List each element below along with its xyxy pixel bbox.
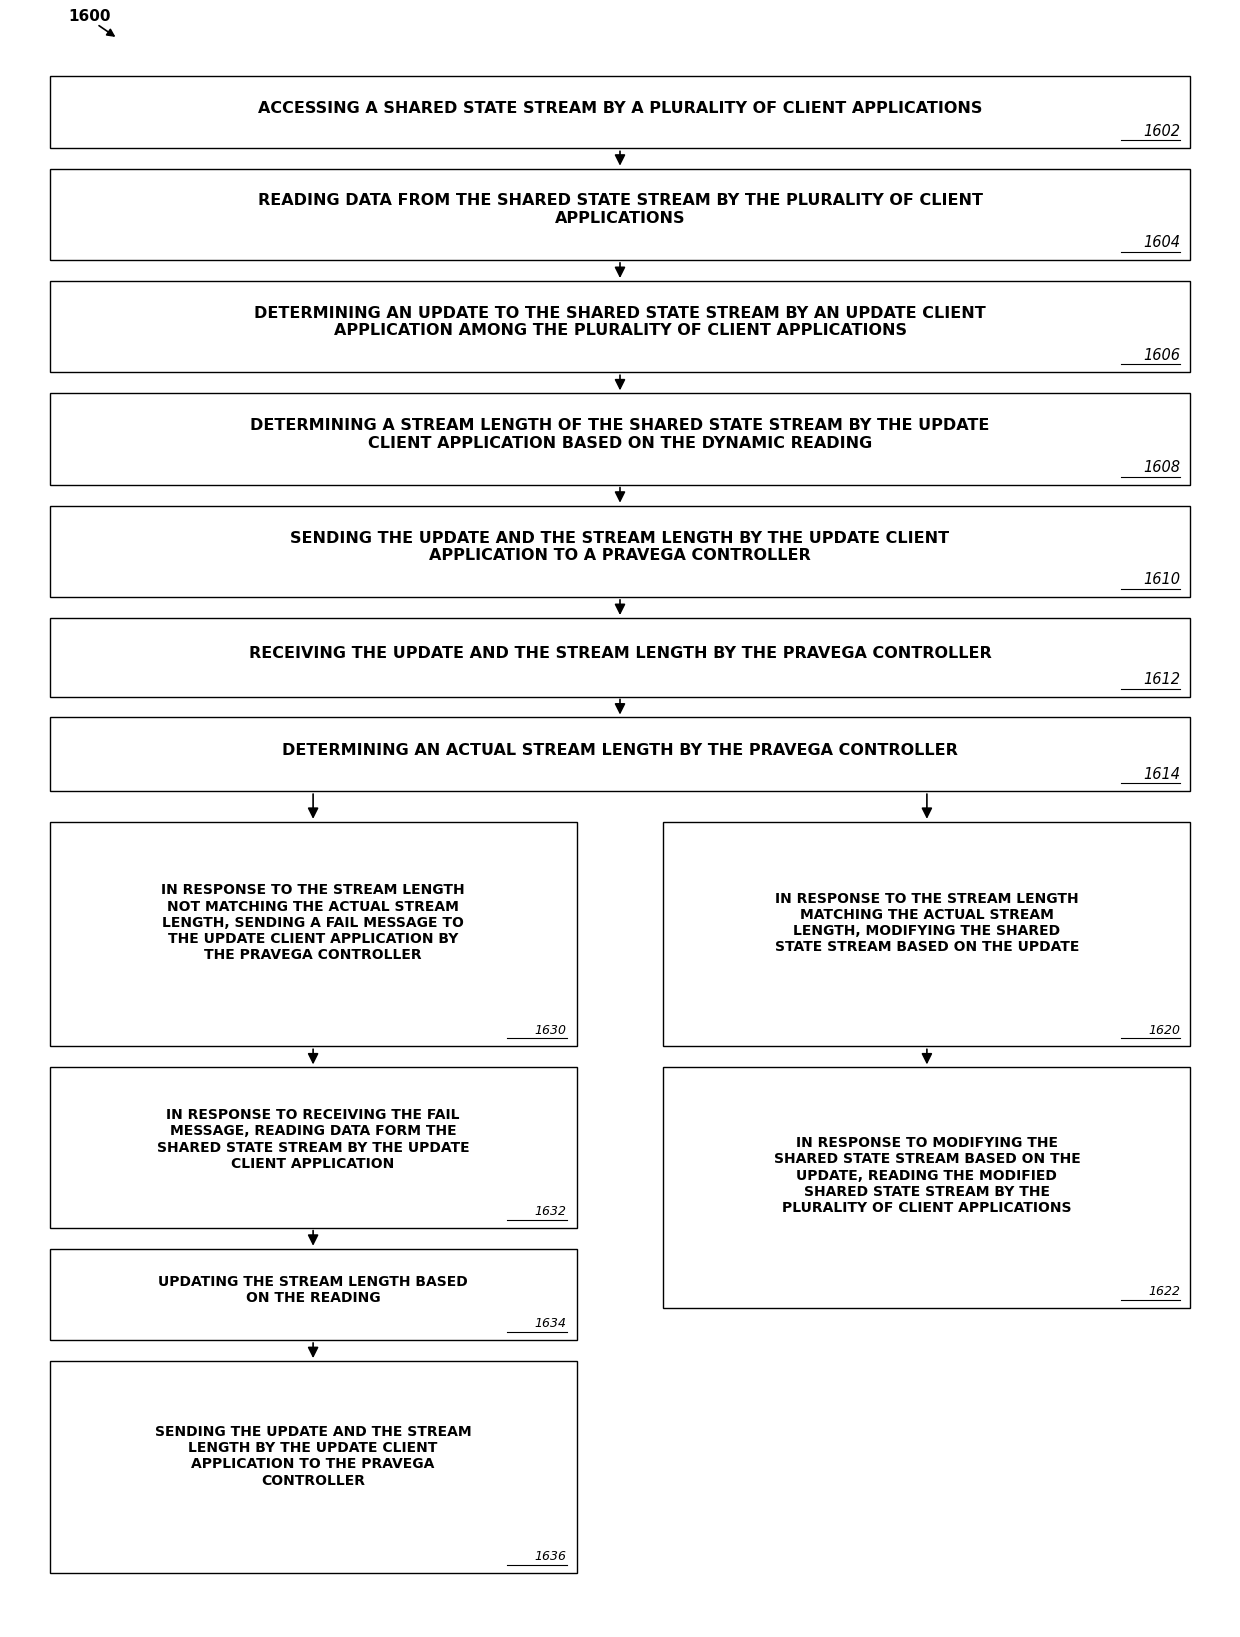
Bar: [50, 617, 1190, 696]
Text: 1630: 1630: [534, 1023, 567, 1036]
Text: 1612: 1612: [1143, 671, 1180, 688]
Text: SENDING THE UPDATE AND THE STREAM
LENGTH BY THE UPDATE CLIENT
APPLICATION TO THE: SENDING THE UPDATE AND THE STREAM LENGTH…: [155, 1424, 471, 1488]
Text: RECEIVING THE UPDATE AND THE STREAM LENGTH BY THE PRAVEGA CONTROLLER: RECEIVING THE UPDATE AND THE STREAM LENG…: [249, 645, 991, 661]
Text: 1632: 1632: [534, 1205, 567, 1218]
Text: 1604: 1604: [1143, 236, 1180, 250]
Text: 1636: 1636: [534, 1550, 567, 1563]
Text: IN RESPONSE TO THE STREAM LENGTH
MATCHING THE ACTUAL STREAM
LENGTH, MODIFYING TH: IN RESPONSE TO THE STREAM LENGTH MATCHIN…: [775, 892, 1079, 954]
Bar: [50, 822, 577, 1046]
Bar: [50, 1249, 577, 1341]
Text: UPDATING THE STREAM LENGTH BASED
ON THE READING: UPDATING THE STREAM LENGTH BASED ON THE …: [159, 1275, 467, 1305]
Bar: [50, 717, 1190, 791]
Text: 1610: 1610: [1143, 573, 1180, 588]
Bar: [50, 282, 1190, 372]
Text: READING DATA FROM THE SHARED STATE STREAM BY THE PLURALITY OF CLIENT
APPLICATION: READING DATA FROM THE SHARED STATE STREA…: [258, 193, 982, 226]
Bar: [50, 169, 1190, 260]
Text: 1608: 1608: [1143, 460, 1180, 475]
Text: DETERMINING A STREAM LENGTH OF THE SHARED STATE STREAM BY THE UPDATE
CLIENT APPL: DETERMINING A STREAM LENGTH OF THE SHARE…: [250, 417, 990, 450]
Bar: [50, 1360, 577, 1573]
Bar: [663, 822, 1190, 1046]
Bar: [50, 506, 1190, 598]
Text: 1622: 1622: [1148, 1285, 1180, 1298]
Text: IN RESPONSE TO MODIFYING THE
SHARED STATE STREAM BASED ON THE
UPDATE, READING TH: IN RESPONSE TO MODIFYING THE SHARED STAT…: [774, 1136, 1080, 1215]
Text: DETERMINING AN UPDATE TO THE SHARED STATE STREAM BY AN UPDATE CLIENT
APPLICATION: DETERMINING AN UPDATE TO THE SHARED STAT…: [254, 306, 986, 339]
Text: 1634: 1634: [534, 1318, 567, 1331]
Text: 1606: 1606: [1143, 347, 1180, 363]
Bar: [663, 1067, 1190, 1308]
Text: IN RESPONSE TO RECEIVING THE FAIL
MESSAGE, READING DATA FORM THE
SHARED STATE ST: IN RESPONSE TO RECEIVING THE FAIL MESSAG…: [156, 1108, 470, 1170]
Text: ACCESSING A SHARED STATE STREAM BY A PLURALITY OF CLIENT APPLICATIONS: ACCESSING A SHARED STATE STREAM BY A PLU…: [258, 101, 982, 116]
Bar: [50, 77, 1190, 149]
Text: IN RESPONSE TO THE STREAM LENGTH
NOT MATCHING THE ACTUAL STREAM
LENGTH, SENDING : IN RESPONSE TO THE STREAM LENGTH NOT MAT…: [161, 884, 465, 963]
Bar: [50, 393, 1190, 485]
Text: DETERMINING AN ACTUAL STREAM LENGTH BY THE PRAVEGA CONTROLLER: DETERMINING AN ACTUAL STREAM LENGTH BY T…: [281, 743, 959, 758]
Text: 1602: 1602: [1143, 124, 1180, 139]
Bar: [50, 1067, 577, 1228]
Text: 1600: 1600: [68, 10, 110, 25]
Text: SENDING THE UPDATE AND THE STREAM LENGTH BY THE UPDATE CLIENT
APPLICATION TO A P: SENDING THE UPDATE AND THE STREAM LENGTH…: [290, 530, 950, 563]
Text: 1620: 1620: [1148, 1023, 1180, 1036]
Text: 1614: 1614: [1143, 766, 1180, 781]
